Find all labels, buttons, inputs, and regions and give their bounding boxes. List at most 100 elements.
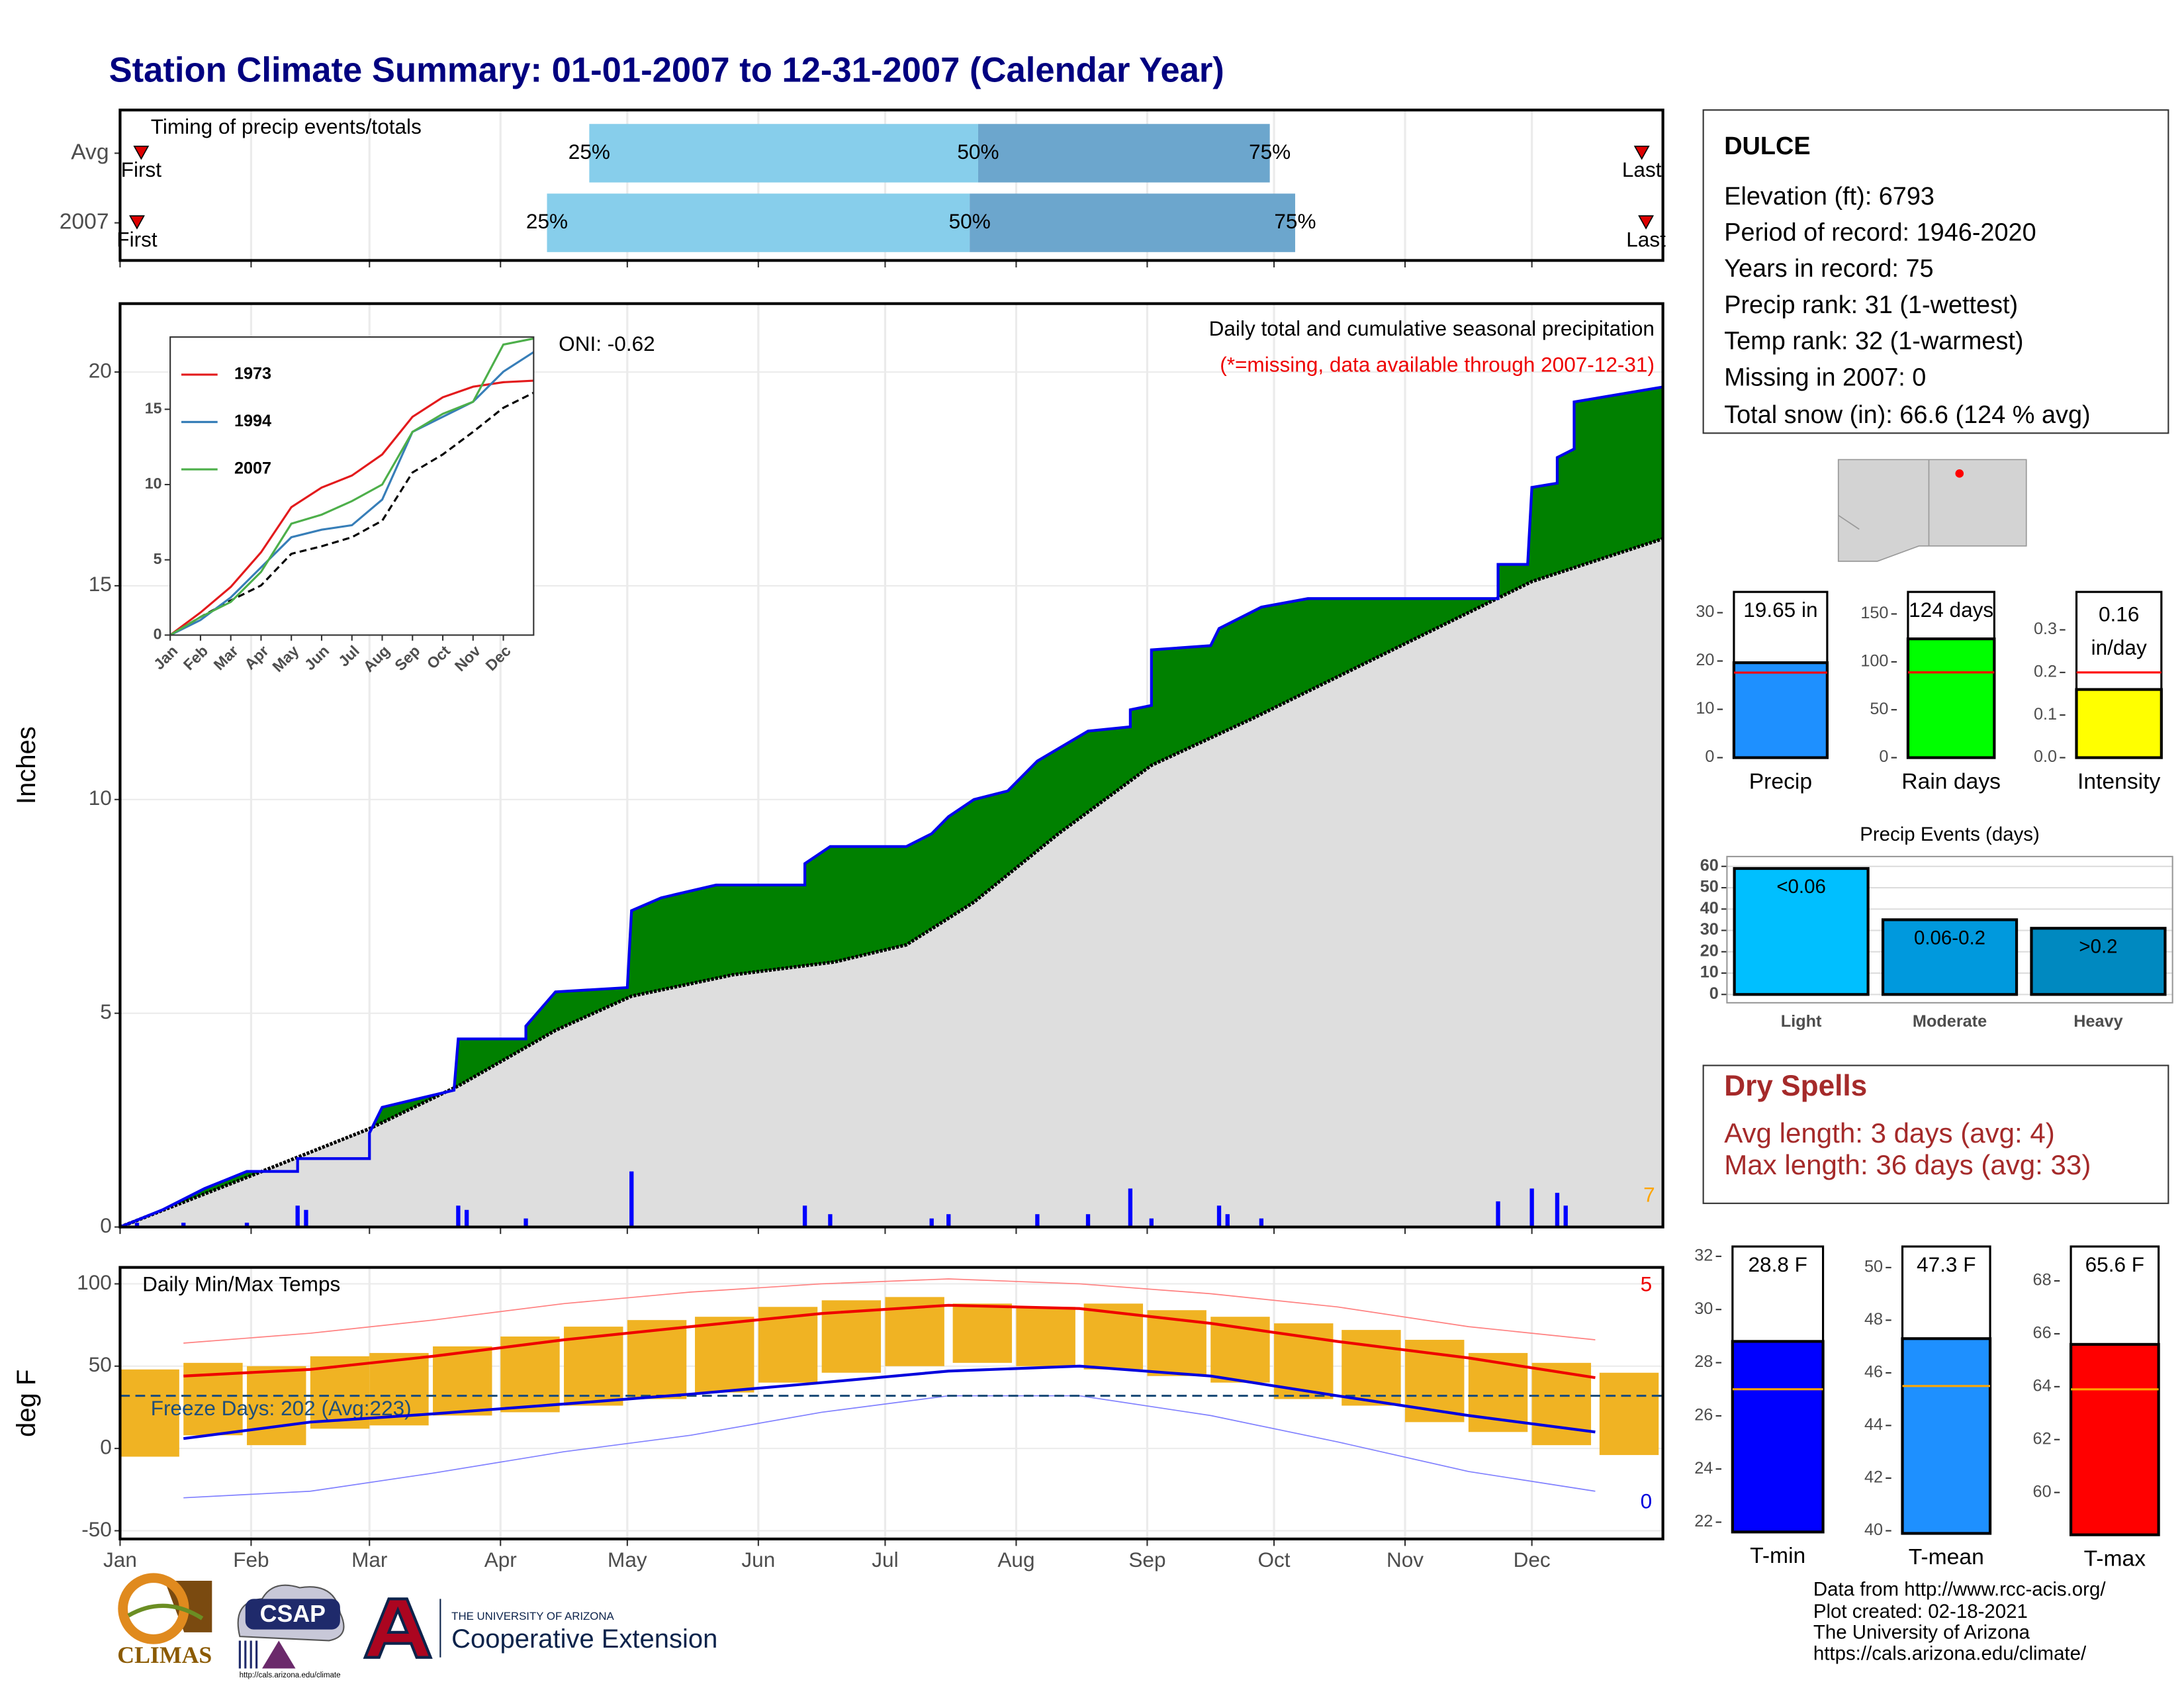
y-tick-label: 30 <box>1694 1299 1713 1318</box>
station-line: Elevation (ft): 6793 <box>1724 183 1934 211</box>
annotation: Daily total and cumulative seasonal prec… <box>1209 316 1655 340</box>
y-tick-label: 20 <box>1696 651 1714 669</box>
daily-bar <box>1496 1201 1500 1227</box>
chart-title: Precip Events (days) <box>1860 823 2040 845</box>
daily-bar <box>1085 1214 1091 1227</box>
y-tick-label: 15 <box>145 399 162 416</box>
dry-spells-line: Max length: 36 days (avg: 33) <box>1724 1149 2091 1180</box>
station-line: Years in record: 75 <box>1724 255 1933 283</box>
page-title: Station Climate Summary: 01-01-2007 to 1… <box>109 50 1224 89</box>
y-tick-label: 50 <box>89 1352 112 1376</box>
station-line: Missing in 2007: 0 <box>1724 363 1926 391</box>
legend-label: 2007 <box>234 459 271 478</box>
y-tick-label: 0.3 <box>2034 620 2057 638</box>
csap-badge <box>245 1599 340 1630</box>
daily-bar <box>802 1205 807 1227</box>
category-label: T-mean <box>1909 1545 1984 1570</box>
extension-text: Cooperative Extension <box>451 1624 717 1654</box>
y-tick-label: 42 <box>1864 1468 1883 1487</box>
csap-mountain <box>262 1640 296 1669</box>
event-label: Last <box>1622 158 1662 181</box>
daily-bar <box>295 1205 300 1227</box>
temp-range-bar <box>695 1317 754 1393</box>
event-marker <box>1633 146 1650 160</box>
unit-label: in/day <box>2091 635 2147 659</box>
y-tick-label: 10 <box>1696 699 1714 718</box>
note: (*=missing, data available through 2007-… <box>1220 353 1655 377</box>
cumulative-line <box>119 385 1663 1229</box>
y-tick-label: 0.0 <box>2034 747 2057 766</box>
climas-text: CLIMAS <box>117 1642 212 1668</box>
value-label: 19.65 in <box>1743 598 1817 622</box>
y-tick-label: Avg <box>71 140 109 164</box>
y-tick-label: 0.2 <box>2034 663 2057 681</box>
station-line: Temp rank: 32 (1-warmest) <box>1724 328 2023 355</box>
y-tick-label: 30 <box>1700 920 1719 939</box>
label-box <box>1901 1245 1991 1340</box>
daily-bar <box>929 1218 934 1227</box>
dry-spells-title: Dry Spells <box>1724 1070 1867 1102</box>
x-tick-label: Feb <box>233 1548 269 1571</box>
daily-bar <box>464 1209 469 1227</box>
locator-map <box>1837 459 2027 562</box>
avg-min-line <box>183 1364 1596 1440</box>
value-label: 47.3 F <box>1917 1252 1976 1276</box>
daily-bar <box>134 1223 140 1227</box>
daily-bar <box>181 1223 186 1227</box>
x-tick-label: Jun <box>741 1548 775 1571</box>
bar <box>2030 927 2167 996</box>
y-tick-label: 32 <box>1694 1246 1713 1265</box>
daily-bar <box>304 1209 308 1227</box>
y-tick-label: 0 <box>154 626 162 643</box>
category-label: Precip <box>1749 769 1812 794</box>
category-label: T-max <box>2084 1546 2146 1571</box>
late-bar <box>970 193 1295 252</box>
bar <box>1901 1337 1992 1535</box>
panel-title: Daily Min/Max Temps <box>142 1272 340 1295</box>
daily-bar <box>1563 1205 1568 1227</box>
daily-bar <box>1035 1214 1040 1227</box>
y-tick-label: 64 <box>2033 1376 2052 1395</box>
station-name: DULCE <box>1724 132 1810 160</box>
panel-frame <box>1726 855 2173 1004</box>
ua-logo <box>363 1597 433 1659</box>
map-states <box>1837 459 2027 562</box>
daily-bar <box>1529 1188 1534 1227</box>
y-tick-label: 26 <box>1694 1406 1713 1425</box>
bar <box>2075 688 2163 759</box>
event-label: Last <box>1626 227 1666 251</box>
y-tick-label: 0 <box>100 1434 112 1458</box>
y-tick-label: 0 <box>1709 984 1719 1003</box>
label-box <box>1731 1245 1825 1342</box>
csap-bars <box>238 1640 258 1669</box>
x-tick-label: Dec <box>1514 1548 1551 1571</box>
quantile-label: 50% <box>957 140 999 164</box>
panel-title: Timing of precip events/totals <box>151 115 422 138</box>
station-line: Period of record: 1946-2020 <box>1724 218 2036 246</box>
value-label: 124 days <box>1909 598 1993 622</box>
y-tick-label: 50 <box>1700 878 1719 896</box>
y-tick-label: 66 <box>2033 1324 2052 1342</box>
late-bar <box>978 124 1270 183</box>
y-tick-label: 5 <box>154 550 162 567</box>
y-tick-label: 15 <box>89 572 112 596</box>
average-area <box>120 538 1663 1227</box>
credit-line: The University of Arizona <box>1813 1622 2030 1644</box>
y-tick-label: -50 <box>81 1517 112 1541</box>
legend-label: 1973 <box>234 365 271 383</box>
credit-line: https://cals.arizona.edu/climate/ <box>1813 1642 2087 1664</box>
y-tick-label: 20 <box>1700 941 1719 960</box>
daily-bar <box>1216 1205 1222 1227</box>
y-tick-label: 50 <box>1864 1258 1883 1276</box>
legend-label: 1994 <box>234 412 271 430</box>
logos: CLIMAS CSAP http://cals.arizona.edu/clim… <box>117 1573 717 1679</box>
y-tick-label: 150 <box>1860 604 1888 622</box>
y-tick-label: 44 <box>1864 1415 1883 1434</box>
temp-range-bar <box>247 1366 306 1446</box>
y-tick-label: 10 <box>1700 963 1719 982</box>
corner-high: 5 <box>1641 1272 1653 1295</box>
quantile-label: 25% <box>569 140 610 164</box>
y-tick-label: 60 <box>1700 856 1719 874</box>
bar <box>1731 1340 1825 1534</box>
x-tick-label: Jan <box>103 1548 137 1571</box>
